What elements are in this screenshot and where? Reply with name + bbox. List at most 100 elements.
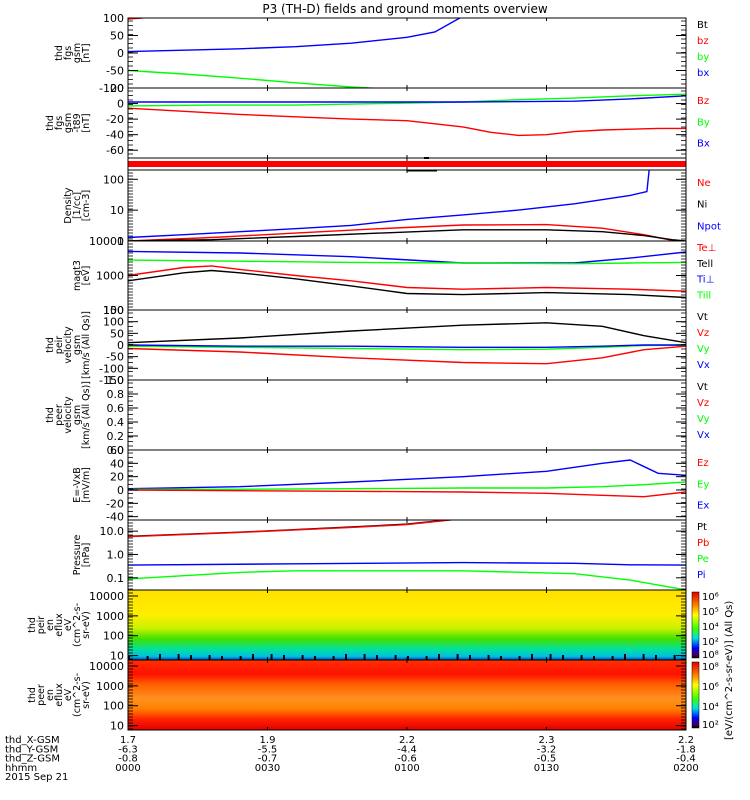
x-tick-label-x_gsm: 1.7 (120, 735, 136, 746)
y-axis-label-line: eflux (54, 683, 65, 707)
series-Pe (128, 570, 686, 590)
y-axis-label-line: Density (63, 187, 74, 223)
legend-Vz: Vz (697, 398, 709, 409)
legend-Pt: Pt (697, 522, 707, 533)
y-tick-label: 0 (117, 484, 124, 497)
spectrogram-dropout (611, 656, 614, 660)
y-tick-label: 1000 (96, 680, 124, 693)
x-tick-label-z_gsm: -0.8 (118, 754, 138, 765)
y-axis-label-line: (cm^2-s- (72, 603, 83, 647)
x-tick-label-x_gsm: 1.9 (260, 735, 276, 746)
spectrogram-dropout (221, 656, 223, 660)
series-Ex (128, 459, 686, 490)
series-Te⊥ (128, 265, 686, 292)
spectrogram-dropout (363, 654, 366, 660)
spectrogram (128, 590, 686, 660)
flag-mark (407, 170, 437, 172)
y-tick-label: -20 (106, 497, 124, 510)
y-tick-label: 10000 (89, 235, 124, 248)
y-tick-label: -50 (106, 351, 124, 364)
y-axis-label-line: [1/cc] (72, 192, 83, 219)
y-axis-label-line: en (45, 689, 56, 701)
y-axis-label-line: gsm (63, 113, 74, 133)
x-axis-row-label: 2015 Sep 21 (5, 772, 68, 783)
y-tick-label: 0 (117, 98, 124, 111)
legend-by: by (697, 52, 709, 63)
colorbar-tick-label: 10⁸ (702, 662, 719, 673)
x-tick-label-z_gsm: -0.6 (397, 754, 417, 765)
x-tick-label-hhmm: 0200 (673, 763, 698, 774)
y-axis-label-line: eV (63, 688, 74, 701)
y-axis-label-line: sr-eV) (81, 681, 92, 709)
y-axis-label-line: gsm (72, 335, 83, 355)
y-tick-label: -40 (106, 129, 124, 142)
legend-Ex: Ex (697, 501, 709, 512)
legend-Pe: Pe (697, 554, 709, 565)
spectrogram-dropout (128, 656, 130, 660)
spectrogram-dropout (673, 655, 676, 660)
series-by (128, 69, 386, 88)
series-bz (128, 18, 146, 20)
y-axis-label-line: [nPa] (81, 543, 92, 568)
x-tick-label-hhmm: 0100 (394, 763, 419, 774)
colorbar-tick-label: 10⁶ (702, 682, 719, 693)
spectrogram-dropout (314, 656, 316, 660)
spectrogram-dropout (376, 655, 378, 660)
series-Vz (128, 345, 686, 365)
spectrogram-dropout (438, 654, 440, 660)
colorbar-tick-label: 10⁵ (702, 607, 719, 618)
y-axis-label-line: peir (36, 616, 47, 635)
y-axis-label-line: en (45, 619, 56, 631)
y-axis-label-line: eflux (54, 613, 65, 637)
y-axis-label-line: gsm (72, 43, 83, 63)
legend-Vx: Vx (697, 430, 710, 441)
x-tick-label-hhmm: 0130 (534, 763, 559, 774)
y-axis-label: Density[1/cc][cm-3] (63, 187, 92, 223)
y-tick-label: 0.4 (107, 416, 125, 429)
legend-Pb: Pb (697, 538, 709, 549)
panel-peir_velocity: 150100500-50-100-150thdpeirvelocitygsm[k… (45, 304, 710, 387)
y-tick-label: 1.0 (107, 548, 125, 561)
y-axis-label: magt3[eV] (72, 260, 92, 291)
panel-peer_velocity: 1.00.80.60.40.20.0 thdpeervelocitygsm[km/… (45, 374, 710, 457)
series-Bx (128, 95, 686, 103)
y-axis-label: E=-VxB[mV/m] (72, 467, 92, 503)
y-tick-label: 1 (117, 235, 124, 248)
series-Ey (128, 481, 686, 490)
panel-frame (127, 17, 687, 89)
y-tick-label: 10 (110, 650, 124, 663)
y-axis-label-line: (cm^2-s- (72, 673, 83, 717)
y-tick-label: 1000 (96, 270, 124, 283)
legend-Vx: Vx (697, 360, 710, 371)
spectrogram-dropout (642, 654, 645, 660)
y-axis-label-line: thd (27, 687, 38, 703)
legend-Vy: Vy (697, 344, 710, 355)
y-axis-label-line: -t89 (72, 113, 83, 132)
y-tick-label: -60 (106, 144, 124, 157)
legend-Vy: Vy (697, 414, 710, 425)
y-tick-label: 0.8 (107, 388, 125, 401)
spectrogram-dropout (425, 656, 428, 660)
y-tick-label: -50 (106, 65, 124, 78)
y-tick-label: 0 (117, 47, 124, 60)
y-tick-label: 0.2 (107, 430, 125, 443)
spectrogram-dropout (190, 655, 192, 660)
spectrogram-dropout (208, 655, 211, 660)
spectrogram-dropout (500, 656, 502, 660)
legend-bx: bx (697, 68, 709, 79)
y-axis-label-line: [cm-3] (81, 190, 92, 221)
legend-Ni: Ni (697, 200, 707, 211)
y-axis-label: Pressure[nPa] (72, 535, 92, 576)
y-axis-label-line: velocity (63, 396, 74, 434)
legend-Ti⊥: Ti⊥ (696, 275, 714, 286)
y-tick-label: 0.1 (107, 572, 125, 585)
y-tick-label: 0 (117, 339, 124, 352)
figure-title: P3 (TH-D) fields and ground moments over… (262, 2, 547, 16)
legend-Npot: Npot (697, 221, 721, 232)
